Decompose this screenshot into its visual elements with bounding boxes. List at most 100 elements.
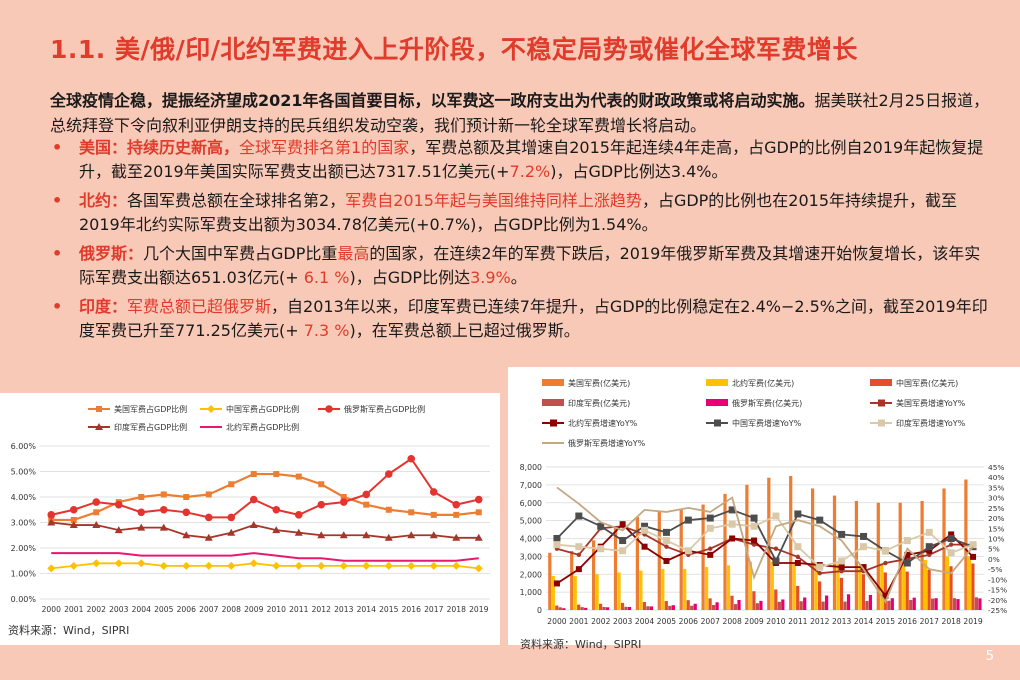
data-point-russia <box>272 505 281 514</box>
data-point-china <box>474 564 483 573</box>
y-left-tick-label: 1,000 <box>520 588 542 597</box>
x-tick-label: 2008 <box>722 617 741 626</box>
bar-china_bar <box>598 603 603 610</box>
y-tick-label: 2.00% <box>11 544 37 553</box>
y-left-tick-label: 4,000 <box>520 535 542 544</box>
bullet-india-tail: )，在军费总额上已超过俄罗斯。 <box>349 320 580 340</box>
x-tick-label: 2010 <box>267 605 286 614</box>
legend-marker <box>878 399 885 407</box>
legend-label: 中国军费(亿美元) <box>896 378 958 388</box>
bar-india_bar <box>646 606 650 610</box>
data-point-india <box>317 531 326 539</box>
bar-russia_bar <box>912 597 916 610</box>
bar-nato_bar <box>792 563 796 610</box>
page-title: 1.1. 美/俄/印/北约军费进入上升阶段，不稳定局势或催化全球军费增长 <box>50 35 858 64</box>
bar-india_bar <box>712 604 716 610</box>
data-point-india <box>92 521 101 529</box>
y-right-tick-label: 20% <box>988 514 1004 523</box>
bar-us_bar <box>591 540 596 610</box>
data-point-us <box>138 494 145 500</box>
yoy-point-india_yoy <box>619 547 627 555</box>
bar-india_bar <box>558 607 562 610</box>
y-left-tick-label: 3,000 <box>520 552 542 561</box>
bar-china_bar <box>949 566 953 610</box>
bar-russia_bar <box>803 597 807 610</box>
data-point-russia <box>137 508 146 517</box>
bar-russia_bar <box>934 598 938 610</box>
bar-china_bar <box>642 601 647 610</box>
bullet-india-heading: 印度： <box>79 297 128 316</box>
bar-us_bar <box>570 551 574 610</box>
legend-label: 俄罗斯军费(亿美元) <box>732 398 802 408</box>
y-right-tick-label: 15% <box>988 524 1004 533</box>
bar-china_bar <box>664 601 668 610</box>
x-tick-label: 2006 <box>177 605 196 614</box>
legend-label: 印度军费增速YoY% <box>896 418 966 428</box>
y-right-tick-label: 45% <box>988 463 1004 472</box>
bar-russia_bar <box>562 608 566 610</box>
x-tick-label: 2001 <box>64 605 83 614</box>
bar-china_bar <box>686 600 690 610</box>
series-line-russia <box>51 457 479 519</box>
bullet-russia-highlight: 最高 <box>337 244 370 263</box>
data-point-russia <box>182 508 191 517</box>
legend-label: 印度军费(亿美元) <box>568 398 630 408</box>
legend-marker <box>207 405 215 413</box>
lead-bold-text: 全球疫情企稳，提振经济望成2021年各国首要目标，以军费这一政府支出为代表的财政… <box>50 91 815 110</box>
bar-russia_bar <box>649 606 654 610</box>
yoy-point-nato_yoy <box>575 566 582 573</box>
data-point-china <box>204 561 213 570</box>
data-point-us <box>205 491 212 498</box>
x-tick-label: 2017 <box>920 617 939 626</box>
x-tick-label: 2011 <box>788 617 807 626</box>
y-left-tick-label: 7,000 <box>520 481 542 490</box>
yoy-point-india_yoy <box>794 543 802 551</box>
yoy-point-india_yoy <box>750 522 758 530</box>
page-number: 5 <box>985 649 994 664</box>
yoy-point-us_yoy <box>773 546 779 551</box>
bar-us_bar <box>723 493 727 610</box>
x-tick-label: 2001 <box>569 617 588 626</box>
y-tick-label: 5.00% <box>11 468 37 477</box>
y-right-tick-label: -5% <box>988 565 1002 574</box>
y-right-tick-label: -15% <box>988 586 1007 595</box>
legend-marker <box>95 423 103 430</box>
x-tick-label: 2009 <box>744 617 763 626</box>
yoy-point-nato_yoy <box>882 592 889 599</box>
data-point-russia <box>294 511 303 519</box>
data-point-us <box>70 516 77 523</box>
bar-russia_bar <box>956 599 960 610</box>
yoy-point-china_yoy <box>772 557 780 565</box>
bar-china_bar <box>861 574 866 610</box>
x-tick-label: 2012 <box>810 617 829 626</box>
bullet-dot: • <box>52 138 63 157</box>
bar-china_bar <box>730 595 734 610</box>
bullet-us-highlight: 全球军费排名第1的国家 <box>239 138 410 157</box>
y-right-tick-label: 25% <box>988 504 1004 513</box>
y-tick-label: 3.00% <box>11 519 37 528</box>
yoy-point-india_yoy <box>662 537 670 545</box>
data-point-china <box>294 561 303 570</box>
data-point-india <box>384 533 393 541</box>
bar-india_bar <box>690 605 694 610</box>
yoy-point-india_yoy <box>706 524 714 532</box>
yoy-point-nato_yoy <box>948 531 955 538</box>
bar-russia_bar <box>890 598 894 610</box>
bar-russia_bar <box>715 602 719 610</box>
bar-china_bar <box>796 585 800 610</box>
bar-nato_bar <box>748 561 753 610</box>
bar-india_bar <box>909 599 913 610</box>
x-tick-label: 2010 <box>766 617 785 626</box>
bar-nato_bar <box>945 556 950 610</box>
bar-nato_bar <box>902 561 906 610</box>
gdp-ratio-chart: 0.00% 1.00% 2.00% 3.00% 4.00% 5.00% 6.00% 2000 2… <box>0 393 500 645</box>
x-tick-label: 2000 <box>42 605 61 614</box>
data-point-russia <box>204 513 213 522</box>
data-point-india <box>294 528 303 536</box>
data-point-china <box>407 561 416 570</box>
yoy-point-nato_yoy <box>751 537 758 544</box>
bar-nato_bar <box>967 556 972 610</box>
yoy-line-india_yoy <box>556 514 974 569</box>
bar-china_bar <box>774 589 778 610</box>
legend-label: 北约军费占GDP比例 <box>226 422 299 432</box>
